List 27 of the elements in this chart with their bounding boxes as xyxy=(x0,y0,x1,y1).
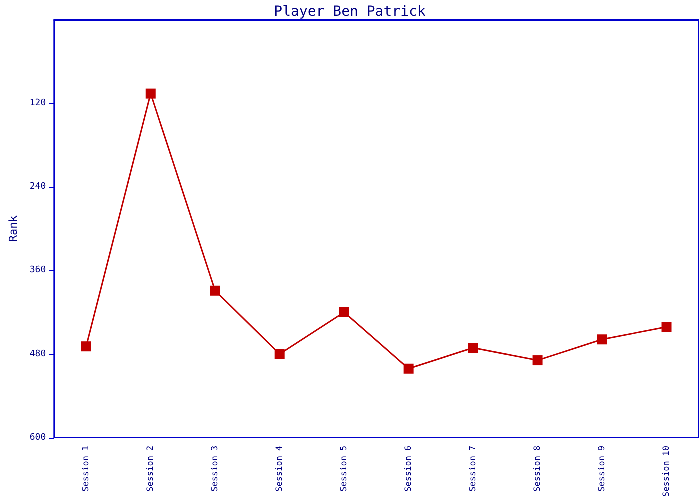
x-tick-label: Session 3 xyxy=(210,446,220,492)
point xyxy=(468,342,478,353)
y-axis-title: Rank xyxy=(7,215,20,242)
x-tick-label: Session 8 xyxy=(532,446,543,492)
point xyxy=(274,349,285,360)
point xyxy=(81,342,92,352)
y-tick-label: 360 xyxy=(30,266,46,276)
x-tick-label: Session 2 xyxy=(146,446,156,492)
point xyxy=(662,322,672,332)
x-tick-label: Session 9 xyxy=(597,446,608,492)
y-tick-label: 120 xyxy=(30,98,46,109)
point xyxy=(210,286,220,296)
y-tick-label: 240 xyxy=(30,182,46,192)
chart-title: Player Ben Patrick xyxy=(274,4,426,20)
y-tick-label: 480 xyxy=(30,349,46,360)
y-tick-label: 600 xyxy=(30,432,46,443)
x-tick-label: Session 10 xyxy=(662,446,672,498)
point xyxy=(339,307,350,318)
point xyxy=(597,334,608,345)
x-tick-label: Session 7 xyxy=(468,446,478,492)
point xyxy=(146,88,156,99)
x-tick-label: Session 6 xyxy=(404,446,414,492)
x-tick-label: Session 1 xyxy=(81,446,92,492)
point xyxy=(404,364,414,374)
x-tick-label: Session 5 xyxy=(339,446,350,492)
point xyxy=(532,356,543,366)
x-tick-label: Session 4 xyxy=(274,446,285,492)
